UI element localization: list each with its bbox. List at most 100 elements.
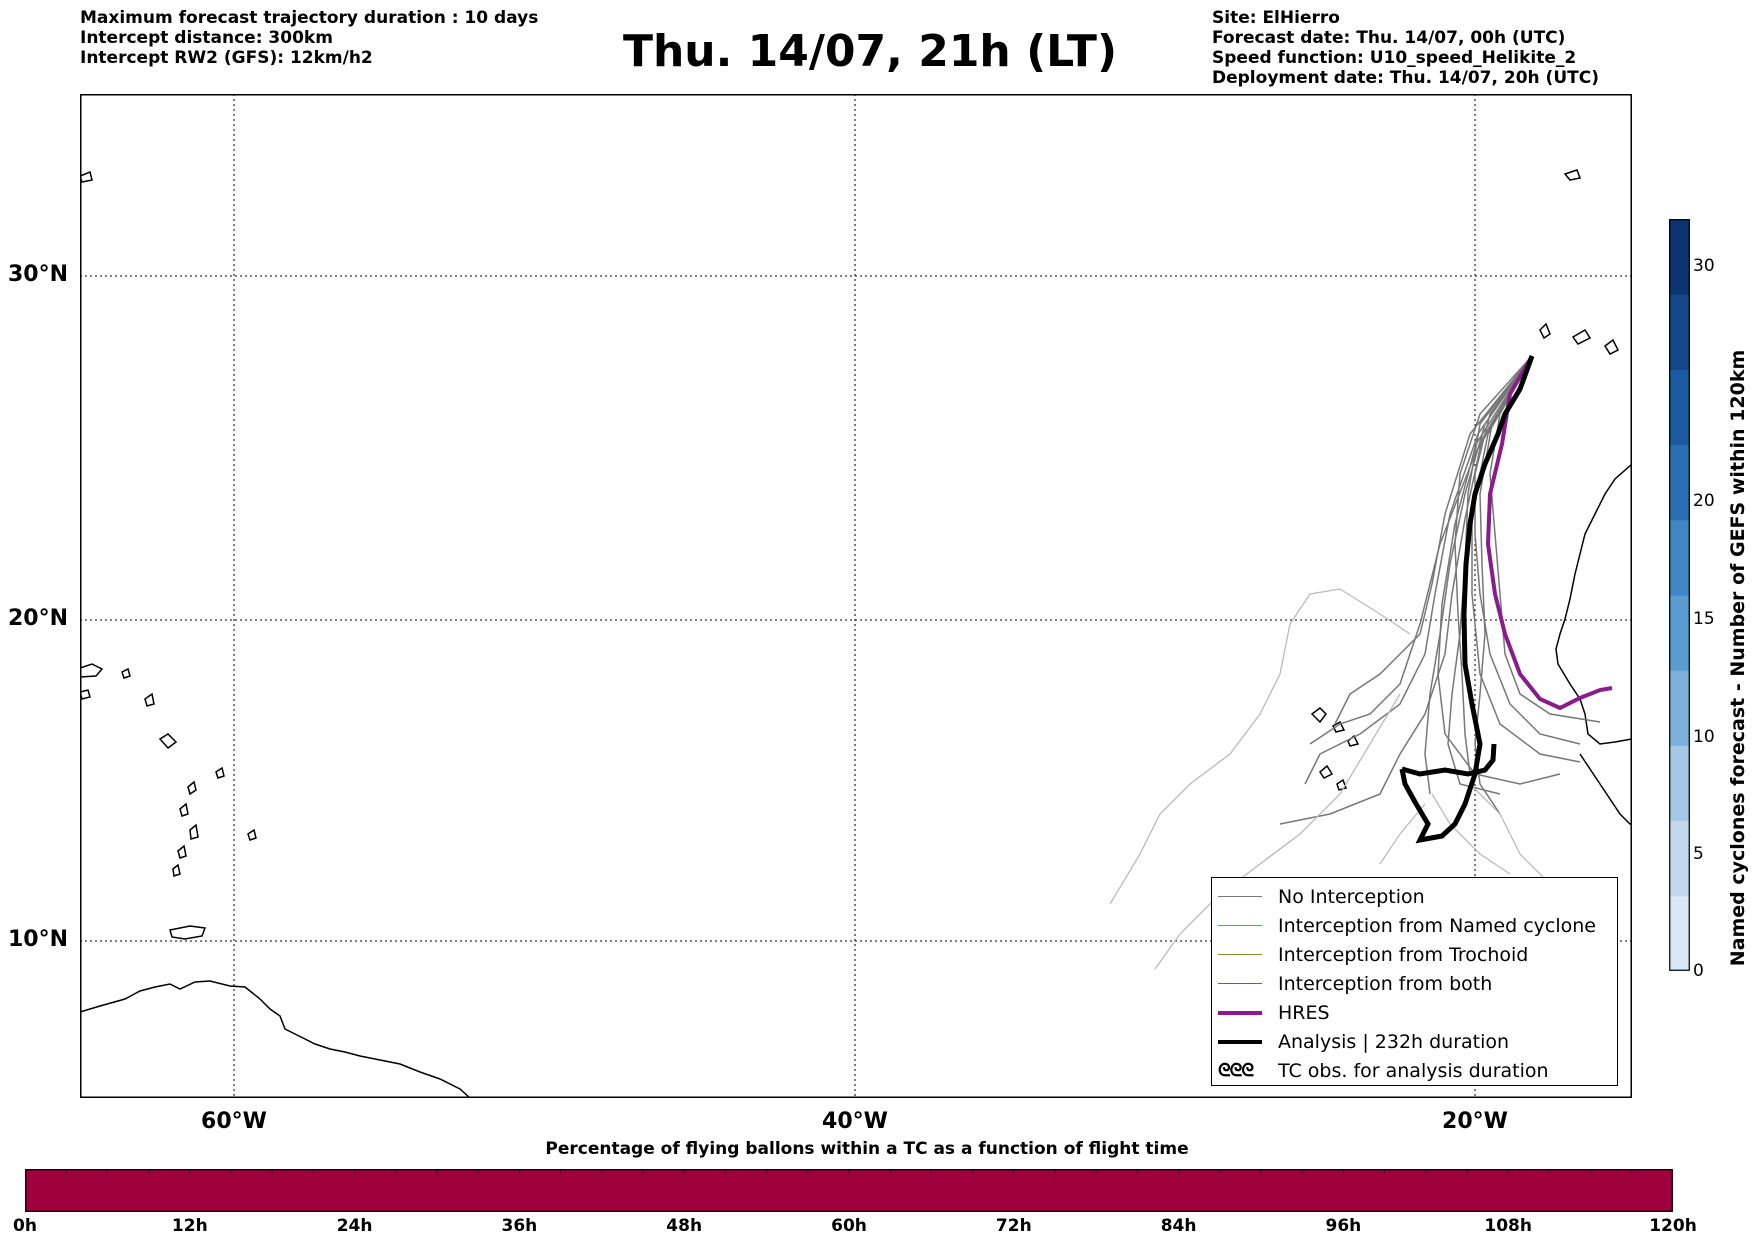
coastline-island-b	[121, 667, 131, 679]
coastlines	[80, 169, 1632, 1098]
legend-item-tc-obs: ᘓᘓᘓ TC obs. for analysis duration	[1212, 1056, 1617, 1085]
legend-label: Interception from Trochoid	[1278, 943, 1529, 966]
coastline-cape-verde-5	[1336, 778, 1347, 791]
percentage-bar-tick-label: 72h	[995, 1216, 1032, 1236]
percentage-bar-tick-label: 96h	[1325, 1216, 1362, 1236]
colorbar-cell	[1669, 294, 1690, 370]
coastline-madeira	[1563, 169, 1582, 181]
legend-swatch-hres	[1218, 1010, 1262, 1015]
percentage-bar-tick-label: 60h	[831, 1216, 867, 1236]
trajectory-light	[1431, 793, 1511, 875]
info-line-max-duration: Maximum forecast trajectory duration : 1…	[80, 8, 539, 28]
colorbar-cell	[1669, 444, 1690, 521]
percentage-bar-tick-label: 12h	[171, 1216, 208, 1236]
info-line-speed-function: Speed function: U10_speed_Helikite_2	[1212, 48, 1577, 68]
legend-swatch-both	[1218, 983, 1262, 984]
colorbar-cell	[1669, 745, 1690, 822]
hres-trajectory	[1485, 354, 1613, 711]
trajectory-no-interception	[1279, 355, 1533, 825]
colorbar-cell	[1669, 595, 1690, 671]
tc-symbol-icon: ᘓᘓᘓ	[1218, 1060, 1254, 1081]
coastline-island-g	[80, 170, 93, 183]
legend-label: Analysis | 232h duration	[1278, 1030, 1510, 1053]
coastline-canary-2	[1571, 328, 1592, 345]
coastline-lesser-antilles-3	[189, 823, 199, 840]
trajectory-no-interception	[1471, 355, 1581, 763]
lat-label-10n: 10°N	[8, 927, 69, 952]
lon-label-60w: 60°W	[201, 1109, 267, 1134]
legend-item-both: Interception from both	[1212, 969, 1617, 998]
legend-label: HRES	[1278, 1001, 1330, 1024]
header-info-right: Site: ElHierro Forecast date: Thu. 14/07…	[1212, 8, 1599, 88]
colorbar-vertical-title: Named cyclones forecast - Number of GEFS…	[1727, 349, 1749, 967]
coastline-lesser-antilles-5	[172, 863, 181, 877]
legend-swatch-named-cyclone	[1218, 925, 1262, 926]
colorbar-vertical-cells	[1669, 219, 1690, 971]
analysis-trajectory-loop	[1401, 743, 1497, 777]
coastline-cape-verde-4	[1319, 764, 1334, 779]
map-legend: No Interception Interception from Named …	[1211, 877, 1618, 1086]
colorbar-vertical-frame	[1669, 219, 1690, 971]
trajectory-light	[1469, 783, 1551, 885]
coastline-cape-verde-2	[1332, 720, 1346, 733]
lat-label-30n: 30°N	[8, 262, 69, 287]
coastline-cape-verde-1	[1310, 707, 1327, 724]
coastline-lesser-antilles-2	[179, 802, 189, 817]
trajectory-light	[1379, 803, 1426, 865]
legend-label: Interception from both	[1278, 972, 1493, 995]
colorbar-tick-20: 20	[1693, 491, 1715, 511]
trajectory-no-interception	[1334, 355, 1533, 725]
colorbar-tick-30: 30	[1693, 256, 1715, 276]
trajectory-no-interception	[1454, 355, 1533, 775]
info-line-site: Site: ElHierro	[1212, 8, 1340, 28]
legend-item-hres: HRES	[1212, 998, 1617, 1027]
percentage-bar-tick-label: 0h	[13, 1216, 37, 1236]
map-title: Thu. 14/07, 21h (LT)	[622, 26, 1118, 77]
coastline-island-f	[247, 828, 257, 841]
percentage-bar-tick-label: 36h	[501, 1216, 538, 1236]
analysis-trajectory	[1399, 355, 1535, 844]
percentage-bar-tick-label: 108h	[1484, 1216, 1532, 1236]
coastline-lesser-antilles-4	[177, 844, 187, 859]
map-frame	[80, 94, 1632, 1098]
ensemble-trajectories-light	[1109, 588, 1551, 970]
legend-swatch-analysis	[1218, 1039, 1262, 1044]
colorbar-cell	[1669, 519, 1690, 596]
lon-label-20w: 20°W	[1442, 1109, 1508, 1134]
percentage-bar-tick-label: 84h	[1160, 1216, 1197, 1236]
coastline-trinidad	[169, 925, 207, 940]
legend-item-trochoid: Interception from Trochoid	[1212, 940, 1617, 969]
info-line-forecast-date: Forecast date: Thu. 14/07, 00h (UTC)	[1212, 28, 1566, 48]
trajectory-light	[1109, 588, 1411, 905]
coastline-canary-3	[1603, 338, 1620, 355]
info-line-intercept-distance: Intercept distance: 300km	[80, 28, 333, 48]
lon-label-40w: 40°W	[822, 1109, 888, 1134]
trajectory-light	[1154, 693, 1401, 970]
coastline-west-africa-south	[1579, 753, 1632, 825]
legend-item-analysis: Analysis | 232h duration	[1212, 1027, 1617, 1056]
colorbar-cell	[1669, 820, 1690, 897]
info-line-deployment-date: Deployment date: Thu. 14/07, 20h (UTC)	[1212, 68, 1599, 88]
header-info-left: Maximum forecast trajectory duration : 1…	[80, 8, 538, 68]
info-line-intercept-rw2: Intercept RW2 (GFS): 12km/h2	[80, 48, 373, 68]
coastline-south-america	[80, 980, 471, 1098]
trajectory-map	[80, 94, 1632, 1098]
colorbar-cell	[1669, 369, 1690, 446]
coastline-island-d	[158, 733, 178, 750]
trajectory-no-interception	[1304, 355, 1533, 785]
colorbar-cell	[1669, 219, 1690, 295]
coastline-west-africa	[1555, 463, 1632, 745]
legend-label: Interception from Named cyclone	[1278, 914, 1596, 937]
lat-label-20n: 20°N	[8, 606, 69, 631]
percentage-bar	[25, 1169, 1673, 1212]
colorbar-tick-15: 15	[1693, 609, 1715, 629]
percentage-bar-tick-label: 120h	[1649, 1216, 1697, 1236]
percentage-bar-fill	[25, 1169, 1673, 1212]
legend-label: No Interception	[1278, 885, 1425, 908]
percentage-bar-title: Percentage of flying ballons within a TC…	[545, 1139, 1189, 1159]
coastline-greater-antilles-edge	[80, 663, 104, 678]
colorbar-tick-5: 5	[1693, 844, 1704, 864]
legend-swatch-trochoid	[1218, 954, 1262, 955]
colorbar-cell	[1669, 895, 1690, 971]
coastline-canary-1	[1539, 322, 1551, 340]
